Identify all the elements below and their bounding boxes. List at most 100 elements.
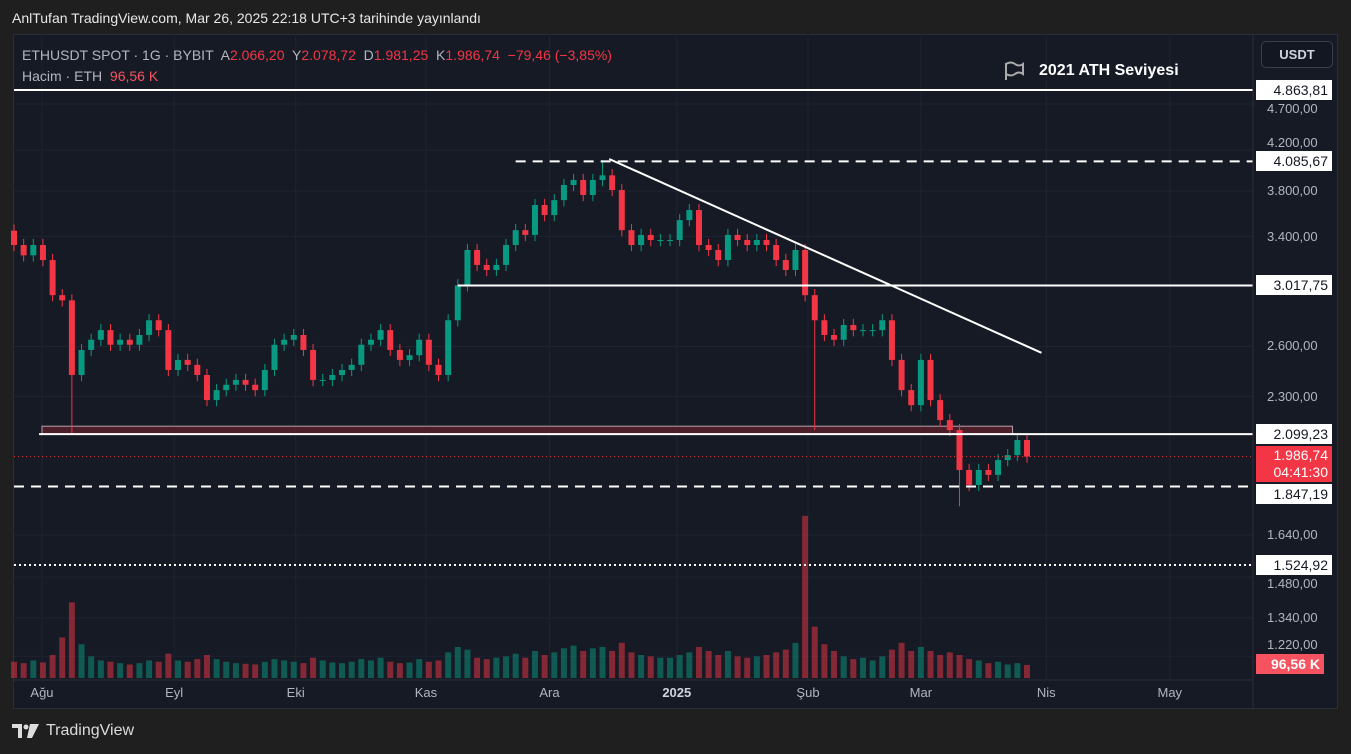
volume-bar bbox=[580, 650, 587, 678]
x-tick-label: Eki bbox=[286, 685, 305, 700]
volume-bar bbox=[252, 664, 259, 678]
candle-body bbox=[416, 339, 423, 356]
candle-body bbox=[88, 339, 95, 350]
candle-body bbox=[20, 245, 27, 256]
volume-bar bbox=[213, 659, 220, 678]
volume-bar bbox=[676, 655, 683, 678]
candle-body bbox=[117, 339, 124, 345]
volume-bar bbox=[667, 657, 674, 678]
volume-bar bbox=[11, 661, 17, 678]
volume-bar bbox=[917, 646, 924, 678]
volume-badge: 96,56 K bbox=[1256, 654, 1324, 674]
y-tick-label: 1.340,00 bbox=[1267, 609, 1318, 625]
change-value: −79,46 (−3,85%) bbox=[507, 47, 612, 63]
candle-body bbox=[503, 245, 510, 265]
volume-bar bbox=[609, 650, 616, 678]
symbol-label[interactable]: ETHUSDT SPOT · 1G · BYBIT bbox=[22, 47, 214, 63]
volume-bar bbox=[300, 663, 307, 678]
x-tick-label: May bbox=[1157, 685, 1183, 700]
candle-body bbox=[831, 334, 838, 340]
candle-body bbox=[261, 369, 268, 391]
candle-body bbox=[358, 344, 365, 365]
volume-bar bbox=[908, 650, 915, 678]
volume-bar bbox=[898, 642, 905, 678]
candle-body bbox=[802, 249, 809, 296]
candle-body bbox=[908, 390, 915, 406]
volume-bar bbox=[454, 646, 461, 678]
high-value: 2.078,72 bbox=[301, 47, 356, 63]
volume-value: 96,56 K bbox=[109, 68, 159, 84]
currency-button[interactable]: USDT bbox=[1261, 41, 1333, 68]
flag-icon bbox=[1005, 61, 1024, 80]
candle-body bbox=[175, 359, 182, 370]
volume-bar bbox=[155, 661, 162, 678]
volume-bar bbox=[975, 660, 982, 678]
ath-annotation[interactable]: 2021 ATH Seviyesi bbox=[1003, 61, 1179, 81]
candle-body bbox=[570, 180, 577, 185]
candle-body bbox=[541, 205, 548, 216]
volume-bar bbox=[985, 663, 992, 678]
x-tick-label: Ara bbox=[539, 685, 560, 700]
volume-bar bbox=[734, 656, 741, 678]
candle-body bbox=[1004, 455, 1011, 461]
volume-bar bbox=[531, 650, 538, 678]
candle-body bbox=[531, 205, 538, 235]
tradingview-logo-icon bbox=[12, 724, 39, 738]
candle-body bbox=[705, 245, 712, 250]
y-tick-label: 4.200,00 bbox=[1267, 135, 1318, 151]
volume-label[interactable]: Hacim · ETH bbox=[22, 68, 103, 84]
candle-body bbox=[435, 364, 442, 376]
candle-body bbox=[589, 180, 596, 195]
volume-bar bbox=[522, 657, 529, 678]
chart-panel[interactable] bbox=[13, 34, 1338, 709]
volume-bar bbox=[358, 659, 365, 678]
volume-bar bbox=[20, 663, 27, 678]
candle-body bbox=[773, 245, 780, 261]
volume-bar bbox=[937, 655, 944, 678]
volume-bar bbox=[339, 663, 346, 678]
candle-body bbox=[348, 364, 355, 370]
candle-body bbox=[252, 384, 259, 391]
volume-bar bbox=[59, 637, 66, 678]
candle-body bbox=[474, 249, 481, 265]
low-value: 1.981,25 bbox=[373, 47, 429, 63]
volume-bar bbox=[97, 660, 104, 678]
volume-bar bbox=[695, 646, 702, 678]
volume-bar bbox=[956, 655, 963, 678]
volume-bar bbox=[1004, 664, 1011, 678]
volume-bar bbox=[310, 657, 317, 678]
volume-bar bbox=[802, 515, 809, 678]
candle-body bbox=[840, 324, 847, 340]
candle-body bbox=[917, 359, 924, 406]
candle-body bbox=[126, 339, 133, 345]
candle-body bbox=[599, 175, 606, 181]
candle-body bbox=[628, 230, 635, 246]
candle-body bbox=[445, 320, 452, 376]
brand-name: TradingView bbox=[46, 722, 135, 739]
level-price-label: 2.099,23 bbox=[1256, 424, 1332, 445]
tradingview-logo[interactable]: TradingView bbox=[12, 722, 134, 740]
x-tick-label: Mar bbox=[909, 685, 933, 700]
volume-bar bbox=[146, 660, 153, 678]
y-tick-label: 1.480,00 bbox=[1267, 576, 1318, 592]
candle-body bbox=[792, 249, 799, 270]
close-value: 1.986,74 bbox=[445, 47, 500, 63]
volume-bar bbox=[628, 652, 635, 678]
candle-body bbox=[493, 264, 500, 270]
candle-body bbox=[657, 240, 664, 242]
candle-body bbox=[522, 230, 529, 235]
volume-bar bbox=[724, 650, 731, 678]
volume-bar bbox=[647, 656, 654, 678]
candle-body bbox=[956, 430, 963, 470]
volume-bar bbox=[638, 655, 645, 678]
y-tick-label: 2.300,00 bbox=[1267, 388, 1318, 404]
candle-body bbox=[39, 245, 46, 261]
volume-bar bbox=[425, 661, 432, 678]
volume-bar bbox=[483, 659, 490, 678]
y-tick-label: 3.800,00 bbox=[1267, 183, 1318, 199]
candle-body bbox=[927, 359, 934, 401]
candle-body bbox=[580, 180, 587, 195]
candle-body bbox=[676, 220, 683, 241]
candle-body bbox=[165, 330, 172, 370]
